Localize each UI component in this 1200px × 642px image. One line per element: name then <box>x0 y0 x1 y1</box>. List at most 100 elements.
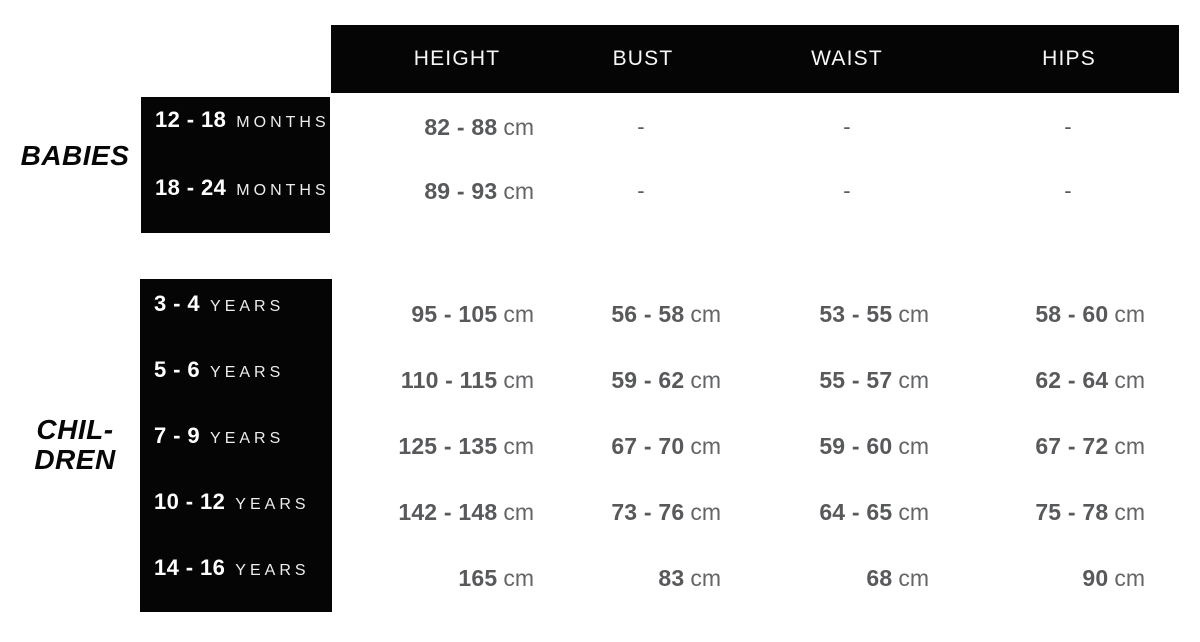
measurement-value: 59 - 60 <box>819 433 893 459</box>
measurement-dash: - <box>843 114 851 139</box>
size-range: 14 - 16 <box>154 555 226 580</box>
size-range: 18 - 24 <box>155 175 227 200</box>
measurement-unit: cm <box>503 114 534 140</box>
measurement-value: 53 - 55 <box>819 301 893 327</box>
cell-hips-7-9: 67 - 72 cm <box>945 431 1145 461</box>
measurement-value: 67 - 70 <box>611 433 685 459</box>
section-label-children-line1: CHIL- <box>36 414 114 445</box>
cell-hips-14-16: 90 cm <box>945 563 1145 593</box>
cell-waist-7-9: 59 - 60 cm <box>729 431 929 461</box>
measurement-unit: cm <box>1114 565 1145 591</box>
cell-height-3-4: 95 - 105 cm <box>334 299 534 329</box>
cell-height-12-18: 82 - 88 cm <box>334 112 534 142</box>
size-row-14-16-years: 14 - 16 YEARS <box>140 553 332 583</box>
measurement-dash: - <box>637 114 645 139</box>
measurement-unit: cm <box>1114 433 1145 459</box>
measurement-unit: cm <box>898 433 929 459</box>
measurement-value: 83 <box>658 565 685 591</box>
measurement-value: 62 - 64 <box>1035 367 1109 393</box>
measurement-dash: - <box>843 178 851 203</box>
size-range: 7 - 9 <box>154 423 201 448</box>
size-row-18-24-months: 18 - 24 MONTHS <box>141 173 330 203</box>
measurement-value: 165 <box>458 565 498 591</box>
cell-bust-12-18: - <box>611 112 671 142</box>
cell-bust-18-24: - <box>611 176 671 206</box>
babies-size-box: 12 - 18 MONTHS 18 - 24 MONTHS <box>141 97 330 233</box>
cell-hips-12-18: - <box>1038 112 1098 142</box>
measurement-unit: cm <box>503 367 534 393</box>
cell-bust-5-6: 59 - 62 cm <box>521 365 721 395</box>
measurement-value: 55 - 57 <box>819 367 893 393</box>
measurement-value: 110 - 115 <box>400 367 498 393</box>
measurement-value: 125 - 135 <box>398 433 498 459</box>
measurement-unit: cm <box>690 367 721 393</box>
measurement-unit: cm <box>690 301 721 327</box>
measurement-unit: cm <box>690 499 721 525</box>
size-row-7-9-years: 7 - 9 YEARS <box>140 421 332 451</box>
column-header-waist: WAIST <box>811 47 883 70</box>
cell-height-14-16: 165 cm <box>334 563 534 593</box>
measurement-value: 67 - 72 <box>1035 433 1109 459</box>
size-row-3-4-years: 3 - 4 YEARS <box>140 289 332 319</box>
measurement-value: 64 - 65 <box>819 499 893 525</box>
measurement-unit: cm <box>503 301 534 327</box>
size-period: MONTHS <box>236 182 330 199</box>
measurement-unit: cm <box>690 565 721 591</box>
measurement-unit: cm <box>1114 301 1145 327</box>
size-range: 3 - 4 <box>154 291 201 316</box>
cell-bust-7-9: 67 - 70 cm <box>521 431 721 461</box>
size-range: 12 - 18 <box>155 107 227 132</box>
size-row-5-6-years: 5 - 6 YEARS <box>140 355 332 385</box>
measurement-value: 95 - 105 <box>411 301 498 327</box>
section-label-babies: BABIES <box>9 142 141 170</box>
measurement-unit: cm <box>690 433 721 459</box>
size-period: YEARS <box>235 562 310 579</box>
measurement-value: 75 - 78 <box>1035 499 1109 525</box>
size-range: 10 - 12 <box>154 489 226 514</box>
measurement-dash: - <box>1064 114 1072 139</box>
measurement-unit: cm <box>898 367 929 393</box>
measurement-dash: - <box>1064 178 1072 203</box>
measurement-unit: cm <box>1114 499 1145 525</box>
size-row-10-12-years: 10 - 12 YEARS <box>140 487 332 517</box>
cell-height-7-9: 125 - 135 cm <box>334 431 534 461</box>
cell-bust-14-16: 83 cm <box>521 563 721 593</box>
cell-hips-3-4: 58 - 60 cm <box>945 299 1145 329</box>
measurement-value: 90 <box>1082 565 1109 591</box>
measurement-value: 89 - 93 <box>424 178 498 204</box>
cell-bust-10-12: 73 - 76 cm <box>521 497 721 527</box>
measurement-unit: cm <box>898 301 929 327</box>
size-row-12-18-months: 12 - 18 MONTHS <box>141 105 330 135</box>
size-period: MONTHS <box>236 114 330 131</box>
size-period: YEARS <box>210 298 285 315</box>
cell-bust-3-4: 56 - 58 cm <box>521 299 721 329</box>
cell-hips-18-24: - <box>1038 176 1098 206</box>
measurement-value: 142 - 148 <box>398 499 498 525</box>
cell-hips-10-12: 75 - 78 cm <box>945 497 1145 527</box>
children-size-box: 3 - 4 YEARS 5 - 6 YEARS 7 - 9 YEARS 10 - 12… <box>140 279 332 612</box>
section-label-children-line2: DREN <box>34 444 116 475</box>
measurement-value: 58 - 60 <box>1035 301 1109 327</box>
size-range: 5 - 6 <box>154 357 201 382</box>
cell-waist-5-6: 55 - 57 cm <box>729 365 929 395</box>
measurement-unit: cm <box>503 565 534 591</box>
size-period: YEARS <box>235 496 310 513</box>
cell-waist-10-12: 64 - 65 cm <box>729 497 929 527</box>
measurement-value: 73 - 76 <box>611 499 685 525</box>
column-header-bust: BUST <box>612 47 674 70</box>
cell-height-5-6: 110 - 115 cm <box>334 365 534 395</box>
table-header-bar: HEIGHT BUST WAIST HIPS <box>331 25 1179 93</box>
measurement-unit: cm <box>898 565 929 591</box>
measurement-value: 68 <box>866 565 893 591</box>
cell-waist-18-24: - <box>817 176 877 206</box>
cell-waist-12-18: - <box>817 112 877 142</box>
measurement-value: 82 - 88 <box>424 114 498 140</box>
measurement-value: 56 - 58 <box>611 301 685 327</box>
size-period: YEARS <box>210 430 285 447</box>
measurement-dash: - <box>637 178 645 203</box>
measurement-unit: cm <box>503 499 534 525</box>
cell-height-18-24: 89 - 93 cm <box>334 176 534 206</box>
measurement-unit: cm <box>503 178 534 204</box>
measurement-unit: cm <box>503 433 534 459</box>
